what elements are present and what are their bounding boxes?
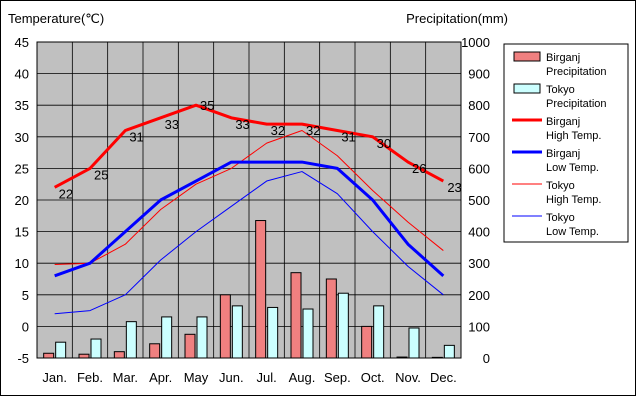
right-tick-label: 0 — [483, 351, 490, 366]
bar-tokyo-precipitation — [267, 306, 279, 359]
category-label: Jan. — [42, 370, 67, 385]
line-tokyo-high-temp — [54, 129, 444, 265]
data-label-birganj-high: 25 — [94, 167, 108, 182]
bar-birganj-precipitation — [255, 220, 267, 359]
bar-birganj-precipitation — [290, 272, 302, 359]
data-label-birganj-high: 31 — [129, 129, 143, 144]
bar-birganj-precipitation — [325, 278, 337, 359]
category-label: Dec. — [430, 370, 457, 385]
right-tick-label: 200 — [468, 288, 490, 303]
right-tick-label: 600 — [468, 161, 490, 176]
legend-tokyo-low-temp-label: Low Temp. — [546, 226, 599, 238]
category-label: Jul. — [257, 370, 277, 385]
bar-tokyo-precipitation — [373, 305, 385, 359]
legend-tokyo-high-temp-label: Tokyo — [546, 180, 575, 192]
right-tick-label: 300 — [468, 256, 490, 271]
bar-tokyo-precipitation — [443, 344, 455, 359]
bar-tokyo-precipitation — [408, 327, 420, 359]
data-label-birganj-high: 33 — [165, 117, 179, 132]
category-label: Aug. — [289, 370, 316, 385]
bar-birganj-precipitation — [396, 356, 408, 359]
legend-birganj-precipitation-label: Birganj — [546, 52, 580, 64]
bar-birganj-precipitation — [184, 333, 196, 359]
legend-box — [503, 43, 629, 243]
legend-birganj-high-temp-label: High Temp. — [546, 130, 601, 142]
legend-birganj-precipitation-label: Precipitation — [546, 66, 607, 78]
category-label: Feb. — [77, 370, 103, 385]
data-label-birganj-high: 22 — [59, 186, 73, 201]
left-tick-label: 10 — [15, 256, 29, 271]
legend-birganj-low-temp-label: Low Temp. — [546, 162, 599, 174]
data-label-birganj-high: 26 — [412, 161, 426, 176]
data-label-birganj-high: 23 — [447, 180, 461, 195]
category-label: Mar. — [113, 370, 138, 385]
plot-area: -5 0 5 10 15 20 25 30 35 40 45 0 100 200 300 400 500 600 7… — [15, 35, 490, 385]
right-tick-label: 100 — [468, 319, 490, 334]
legend-birganj-low-temp-label: Birganj — [546, 148, 580, 160]
data-label-birganj-high: 31 — [341, 129, 355, 144]
legend-tokyo-high-temp-label: High Temp. — [546, 194, 601, 206]
left-tick-label: 45 — [15, 35, 29, 50]
left-axis-title: Temperature(℃) — [8, 11, 104, 26]
line-birganj-high-temp — [53, 103, 445, 189]
left-tick-label: 35 — [15, 98, 29, 113]
data-label-birganj-high: 30 — [377, 136, 391, 151]
category-label: Jun. — [219, 370, 244, 385]
bar-tokyo-precipitation — [302, 308, 314, 359]
category-label: Sep. — [324, 370, 351, 385]
right-tick-label: 500 — [468, 193, 490, 208]
category-label: May — [184, 370, 209, 385]
bar-tokyo-precipitation — [55, 341, 67, 359]
legend-birganj-precipitation-swatch — [513, 51, 541, 62]
bar-tokyo-precipitation — [337, 292, 349, 359]
bar-birganj-precipitation — [361, 325, 373, 359]
data-label-birganj-high: 35 — [200, 98, 214, 113]
bar-tokyo-precipitation — [90, 338, 102, 359]
bar-tokyo-precipitation — [231, 305, 243, 359]
category-label: Oct. — [361, 370, 385, 385]
legend-tokyo-precipitation-swatch — [513, 83, 541, 94]
right-tick-label: 700 — [468, 130, 490, 145]
legend-birganj-high-temp-label: Birganj — [546, 116, 580, 128]
bar-birganj-precipitation — [149, 343, 161, 359]
right-axis-title: Precipitation(mm) — [406, 11, 508, 26]
left-tick-label: 20 — [15, 193, 29, 208]
bar-birganj-precipitation — [43, 352, 55, 359]
legend-tokyo-precipitation-label: Tokyo — [546, 84, 575, 96]
right-tick-label: 900 — [468, 67, 490, 82]
legend-tokyo-precipitation-label: Precipitation — [546, 98, 607, 110]
right-tick-label: 400 — [468, 225, 490, 240]
bar-birganj-precipitation — [78, 353, 90, 359]
bar-birganj-precipitation — [431, 356, 443, 359]
line-tokyo-low-temp — [54, 171, 444, 315]
left-tick-label: 15 — [15, 225, 29, 240]
left-tick-label: 25 — [15, 161, 29, 176]
left-tick-label: 0 — [22, 319, 29, 334]
data-label-birganj-high: 33 — [235, 117, 249, 132]
category-label: Apr. — [149, 370, 172, 385]
line-birganj-low-temp — [54, 160, 445, 278]
left-tick-label: 30 — [15, 130, 29, 145]
right-tick-label: 800 — [468, 98, 490, 113]
left-tick-label: 40 — [15, 67, 29, 82]
bar-birganj-precipitation — [113, 351, 125, 359]
legend-tokyo-low-temp-label: Tokyo — [546, 212, 575, 224]
right-tick-label: 1000 — [461, 35, 490, 50]
left-tick-label: -5 — [17, 351, 29, 366]
bar-birganj-precipitation — [219, 294, 231, 359]
bar-tokyo-precipitation — [196, 316, 208, 359]
category-label: Nov. — [395, 370, 421, 385]
bar-tokyo-precipitation — [161, 316, 173, 359]
data-label-birganj-high: 32 — [306, 123, 320, 138]
left-tick-label: 5 — [22, 288, 29, 303]
legend: Birganj Precipitation Tokyo Precipitation Bi… — [503, 43, 629, 243]
bar-tokyo-precipitation — [125, 321, 137, 359]
data-label-birganj-high: 32 — [271, 123, 285, 138]
